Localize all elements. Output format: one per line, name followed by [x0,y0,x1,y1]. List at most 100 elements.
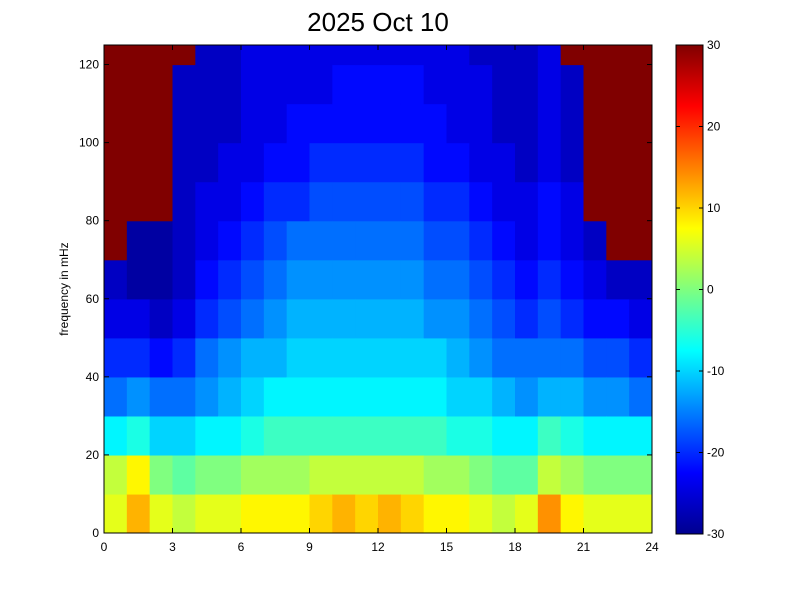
x-tick-label: 24 [645,540,659,554]
heatmap-cell [286,142,311,183]
heatmap-cell [263,181,288,222]
heatmap-cell [606,454,630,495]
heatmap-cell [583,181,607,222]
heatmap-cell [606,337,630,378]
heatmap-cell [355,64,379,105]
heatmap-cell [195,64,219,105]
heatmap-cell [492,298,516,339]
heatmap-cell [446,493,470,533]
heatmap-cell [378,454,402,495]
heatmap-cell [241,337,265,378]
heatmap-cell [104,337,128,378]
x-tick-label: 9 [306,540,313,554]
heatmap-cell [149,64,174,105]
heatmap-cell [515,493,539,533]
colorbar-tick-label: 30 [707,38,721,52]
heatmap-cell [332,220,356,261]
heatmap-cell [195,142,219,183]
heatmap-cell [492,220,516,261]
heatmap-cell [400,493,425,533]
heatmap-cell [378,376,402,417]
heatmap-cell [149,337,174,378]
heatmap-cell [332,259,356,300]
heatmap-cell [332,45,356,66]
heatmap-cell [195,259,219,300]
heatmap-cell [218,64,242,105]
y-tick-label: 60 [86,292,100,306]
heatmap-cell [583,298,607,339]
heatmap-cell [241,454,265,495]
heatmap-cell [104,142,128,183]
heatmap-cell [560,103,585,144]
heatmap-cell [218,142,242,183]
heatmap-cell [606,64,630,105]
heatmap-cell [104,45,128,66]
heatmap-cell [241,45,265,66]
heatmap-cell [286,376,311,417]
heatmap-cell [378,415,402,456]
heatmap-cell [583,142,607,183]
heatmap-cell [606,181,630,222]
heatmap-cell [149,45,174,66]
heatmap-cell [629,415,652,456]
heatmap-cell [263,454,288,495]
y-tick-label: 120 [79,58,99,72]
heatmap-cell [195,454,219,495]
heatmap-cell [446,376,470,417]
heatmap-cell [629,142,652,183]
heatmap-cell [241,415,265,456]
heatmap-cell [583,493,607,533]
heatmap-cell [104,415,128,456]
heatmap-cell [446,415,470,456]
heatmap-cell [537,142,562,183]
heatmap-cell [218,493,242,533]
heatmap-cell [241,220,265,261]
heatmap-cell [355,103,379,144]
x-tick-label: 21 [577,540,591,554]
heatmap-cell [606,415,630,456]
heatmap-cell [355,45,379,66]
heatmap-cell [606,103,630,144]
heatmap-cell [469,142,493,183]
heatmap-cell [423,64,448,105]
x-tick-label: 12 [371,540,385,554]
heatmap-cell [218,220,242,261]
heatmap-cell [218,259,242,300]
heatmap-cell [332,337,356,378]
x-tick-label: 18 [508,540,522,554]
heatmap-cell [332,493,356,533]
heatmap-cell [583,45,607,66]
heatmap-cell [629,454,652,495]
heatmap-cell [515,298,539,339]
heatmap-cell [355,337,379,378]
heatmap-cell [400,142,425,183]
heatmap-cell [149,493,174,533]
heatmap-cell [629,45,652,66]
heatmap-cell [263,298,288,339]
heatmap-cell [469,454,493,495]
heatmap-cell [492,45,516,66]
heatmap-cell [172,220,196,261]
heatmap-cell [263,64,288,105]
heatmap-cell [492,181,516,222]
heatmap-cell [172,181,196,222]
heatmap-cell [172,415,196,456]
heatmap-cell [492,64,516,105]
heatmap-cell [241,181,265,222]
heatmap-cell [218,454,242,495]
heatmap-cell [515,220,539,261]
heatmap-cell [309,376,333,417]
heatmap-cell [309,493,333,533]
heatmap-cell [583,376,607,417]
heatmap-cell [583,415,607,456]
heatmap-cell [492,259,516,300]
heatmap-cell [400,415,425,456]
heatmap-cell [446,103,470,144]
heatmap-cell [309,181,333,222]
heatmap-cell [263,376,288,417]
heatmap-cell [286,298,311,339]
heatmap-cell [469,337,493,378]
heatmap-cell [286,493,311,533]
heatmap-cell [172,298,196,339]
heatmap-cell [606,259,630,300]
